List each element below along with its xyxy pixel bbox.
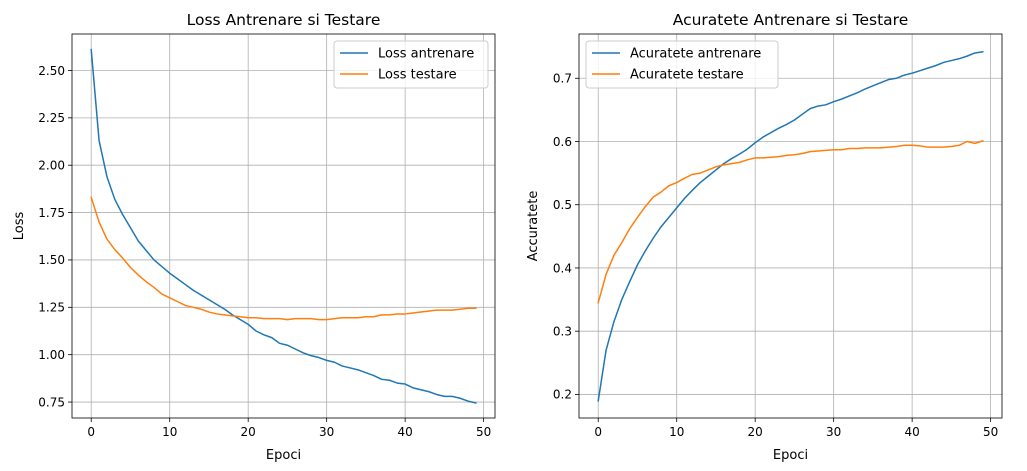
loss-x-axis-label: Epoci bbox=[266, 448, 301, 463]
accuracy-chart: 0 10 20 30 40 50 0.2 0.3 0.4 0.5 0.6 0.7 Acuratete … bbox=[526, 11, 1003, 463]
loss-y-tick-label: 1.00 bbox=[38, 348, 65, 362]
accuracy-legend-label-test: Acuratete testare bbox=[630, 68, 744, 83]
loss-legend-label-test: Loss testare bbox=[378, 68, 457, 83]
loss-x-tick-label: 40 bbox=[398, 425, 413, 439]
loss-chart: 0 10 20 30 40 50 0.75 1.00 1.25 1.50 1.75 2.00 2.25 2… bbox=[12, 11, 496, 463]
loss-x-tick-label: 50 bbox=[476, 425, 491, 439]
loss-legend: Loss antrenare Loss testare bbox=[333, 40, 489, 89]
loss-y-tick-label: 0.75 bbox=[38, 395, 65, 409]
accuracy-x-tick-label: 30 bbox=[826, 425, 841, 439]
accuracy-x-tick-label: 40 bbox=[905, 425, 920, 439]
loss-train-line bbox=[90, 48, 477, 404]
accuracy-y-axis-label: Accuratete bbox=[526, 191, 541, 262]
loss-series bbox=[90, 48, 477, 404]
loss-x-tick-label: 10 bbox=[162, 425, 177, 439]
loss-plot-frame bbox=[71, 33, 496, 419]
accuracy-y-tick-label: 0.3 bbox=[553, 324, 572, 338]
accuracy-y-tick-label: 0.7 bbox=[553, 72, 572, 86]
loss-y-tick-label: 2.00 bbox=[38, 159, 65, 173]
accuracy-legend: Acuratete antrenare Acuratete testare bbox=[585, 40, 779, 89]
loss-legend-label-train: Loss antrenare bbox=[378, 47, 474, 62]
accuracy-x-tick-label: 0 bbox=[594, 425, 602, 439]
accuracy-legend-frame bbox=[585, 40, 779, 89]
loss-test-line bbox=[90, 196, 477, 321]
accuracy-plot-frame bbox=[578, 33, 1003, 419]
loss-y-tick-label: 1.75 bbox=[38, 206, 65, 220]
accuracy-y-tick-label: 0.6 bbox=[553, 135, 572, 149]
loss-x-tick-label: 20 bbox=[241, 425, 256, 439]
loss-ticks: 0 10 20 30 40 50 0.75 1.00 1.25 1.50 1.75 2.00 2.25 2… bbox=[38, 64, 491, 439]
accuracy-ticks: 0 10 20 30 40 50 0.2 0.3 0.4 0.5 0.6 0.7 bbox=[553, 72, 998, 439]
accuracy-legend-label-train: Acuratete antrenare bbox=[630, 47, 761, 62]
accuracy-series bbox=[597, 50, 984, 402]
loss-legend-frame bbox=[333, 40, 489, 89]
accuracy-x-tick-label: 10 bbox=[669, 425, 684, 439]
loss-y-axis-label: Loss bbox=[12, 212, 27, 241]
loss-y-tick-label: 1.25 bbox=[38, 301, 65, 315]
loss-y-tick-label: 1.50 bbox=[38, 253, 65, 267]
accuracy-train-line bbox=[597, 50, 984, 402]
accuracy-y-tick-label: 0.4 bbox=[553, 261, 572, 275]
loss-grid bbox=[72, 34, 495, 418]
accuracy-chart-title: Acuratete Antrenare si Testare bbox=[673, 11, 909, 29]
accuracy-grid bbox=[579, 34, 1002, 418]
accuracy-test-line bbox=[597, 139, 984, 304]
accuracy-x-tick-label: 20 bbox=[748, 425, 763, 439]
accuracy-x-tick-label: 50 bbox=[983, 425, 998, 439]
accuracy-y-tick-label: 0.2 bbox=[553, 388, 572, 402]
loss-y-tick-label: 2.50 bbox=[38, 64, 65, 78]
accuracy-y-tick-label: 0.5 bbox=[553, 198, 572, 212]
accuracy-x-axis-label: Epoci bbox=[773, 448, 808, 463]
loss-chart-title: Loss Antrenare si Testare bbox=[187, 11, 381, 29]
loss-x-tick-label: 0 bbox=[87, 425, 95, 439]
loss-y-tick-label: 2.25 bbox=[38, 111, 65, 125]
loss-x-tick-label: 30 bbox=[319, 425, 334, 439]
